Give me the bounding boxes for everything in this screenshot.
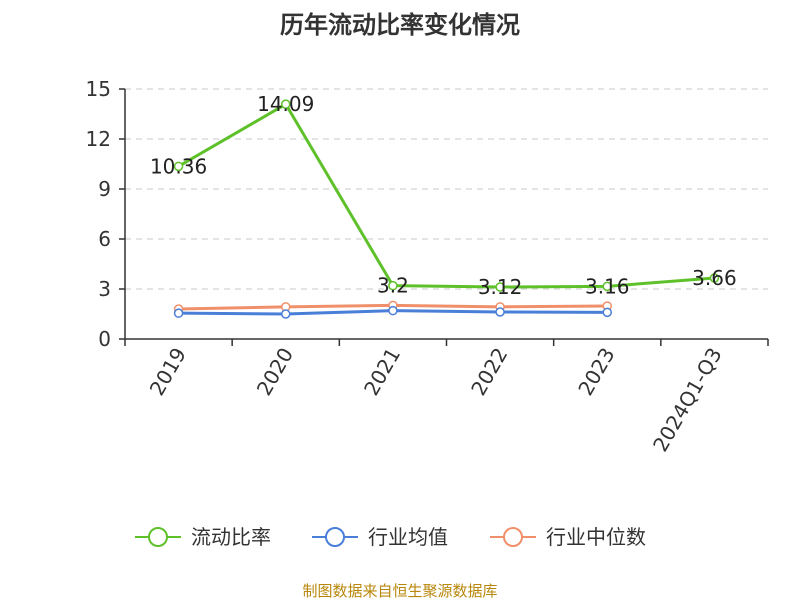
data-label: 10.36: [150, 154, 207, 178]
y-tick-label: 3: [98, 277, 111, 301]
x-tick-label: 2023: [573, 344, 619, 400]
x-tick-label: 2021: [359, 344, 405, 400]
data-point: [173, 308, 184, 318]
chart-title: 历年流动比率变化情况: [280, 11, 520, 39]
data-point: [281, 309, 291, 319]
data-point: [281, 99, 291, 109]
data-point: [388, 305, 398, 316]
data-point: [602, 281, 612, 292]
axes: 0 3 6 9 12 15 2019 2020 2021 2022 2023 2024Q1-Q3: [86, 77, 769, 456]
legend-item-0[interactable]: 流动比率: [135, 525, 271, 549]
legend-marker-icon: [503, 527, 523, 547]
legend-item-1[interactable]: 行业均值: [312, 525, 448, 549]
y-tick-label: 12: [86, 127, 111, 151]
series-lines: [173, 99, 720, 319]
y-tick-label: 9: [98, 177, 111, 201]
legend-marker-icon: [325, 527, 345, 547]
x-tick-label: 2024Q1-Q3: [648, 344, 727, 456]
legend-label: 行业中位数: [546, 525, 646, 549]
data-label: 3.66: [692, 266, 737, 290]
x-tick-label: 2019: [145, 344, 191, 400]
gridlines: [125, 88, 768, 290]
y-tick-label: 6: [98, 227, 111, 251]
data-point: [709, 273, 720, 283]
data-point: [495, 282, 505, 292]
data-point: [388, 280, 398, 291]
legend-marker-icon: [148, 527, 168, 547]
legend-label: 流动比率: [191, 525, 271, 549]
data-point: [602, 307, 612, 318]
data-labels: 10.36 14.09 3.2 3.12 3.16 3.66: [150, 92, 737, 299]
x-tick-label: 2020: [252, 344, 298, 400]
data-point: [173, 161, 184, 172]
y-tick-label: 15: [86, 77, 111, 101]
series-line-0: [177, 102, 715, 289]
x-tick-label: 2022: [466, 344, 512, 400]
data-label: 14.09: [257, 92, 314, 116]
y-tick-label: 0: [98, 327, 111, 351]
source-note: 制图数据来自恒生聚源数据库: [302, 582, 497, 600]
legend[interactable]: 流动比率 行业均值 行业中位数: [135, 525, 646, 549]
data-label: 3.2: [377, 274, 409, 298]
data-label: 3.12: [478, 275, 523, 299]
legend-label: 行业均值: [368, 525, 448, 549]
data-point: [495, 307, 505, 317]
data-label: 3.16: [585, 274, 630, 298]
legend-item-2[interactable]: 行业中位数: [490, 525, 646, 549]
